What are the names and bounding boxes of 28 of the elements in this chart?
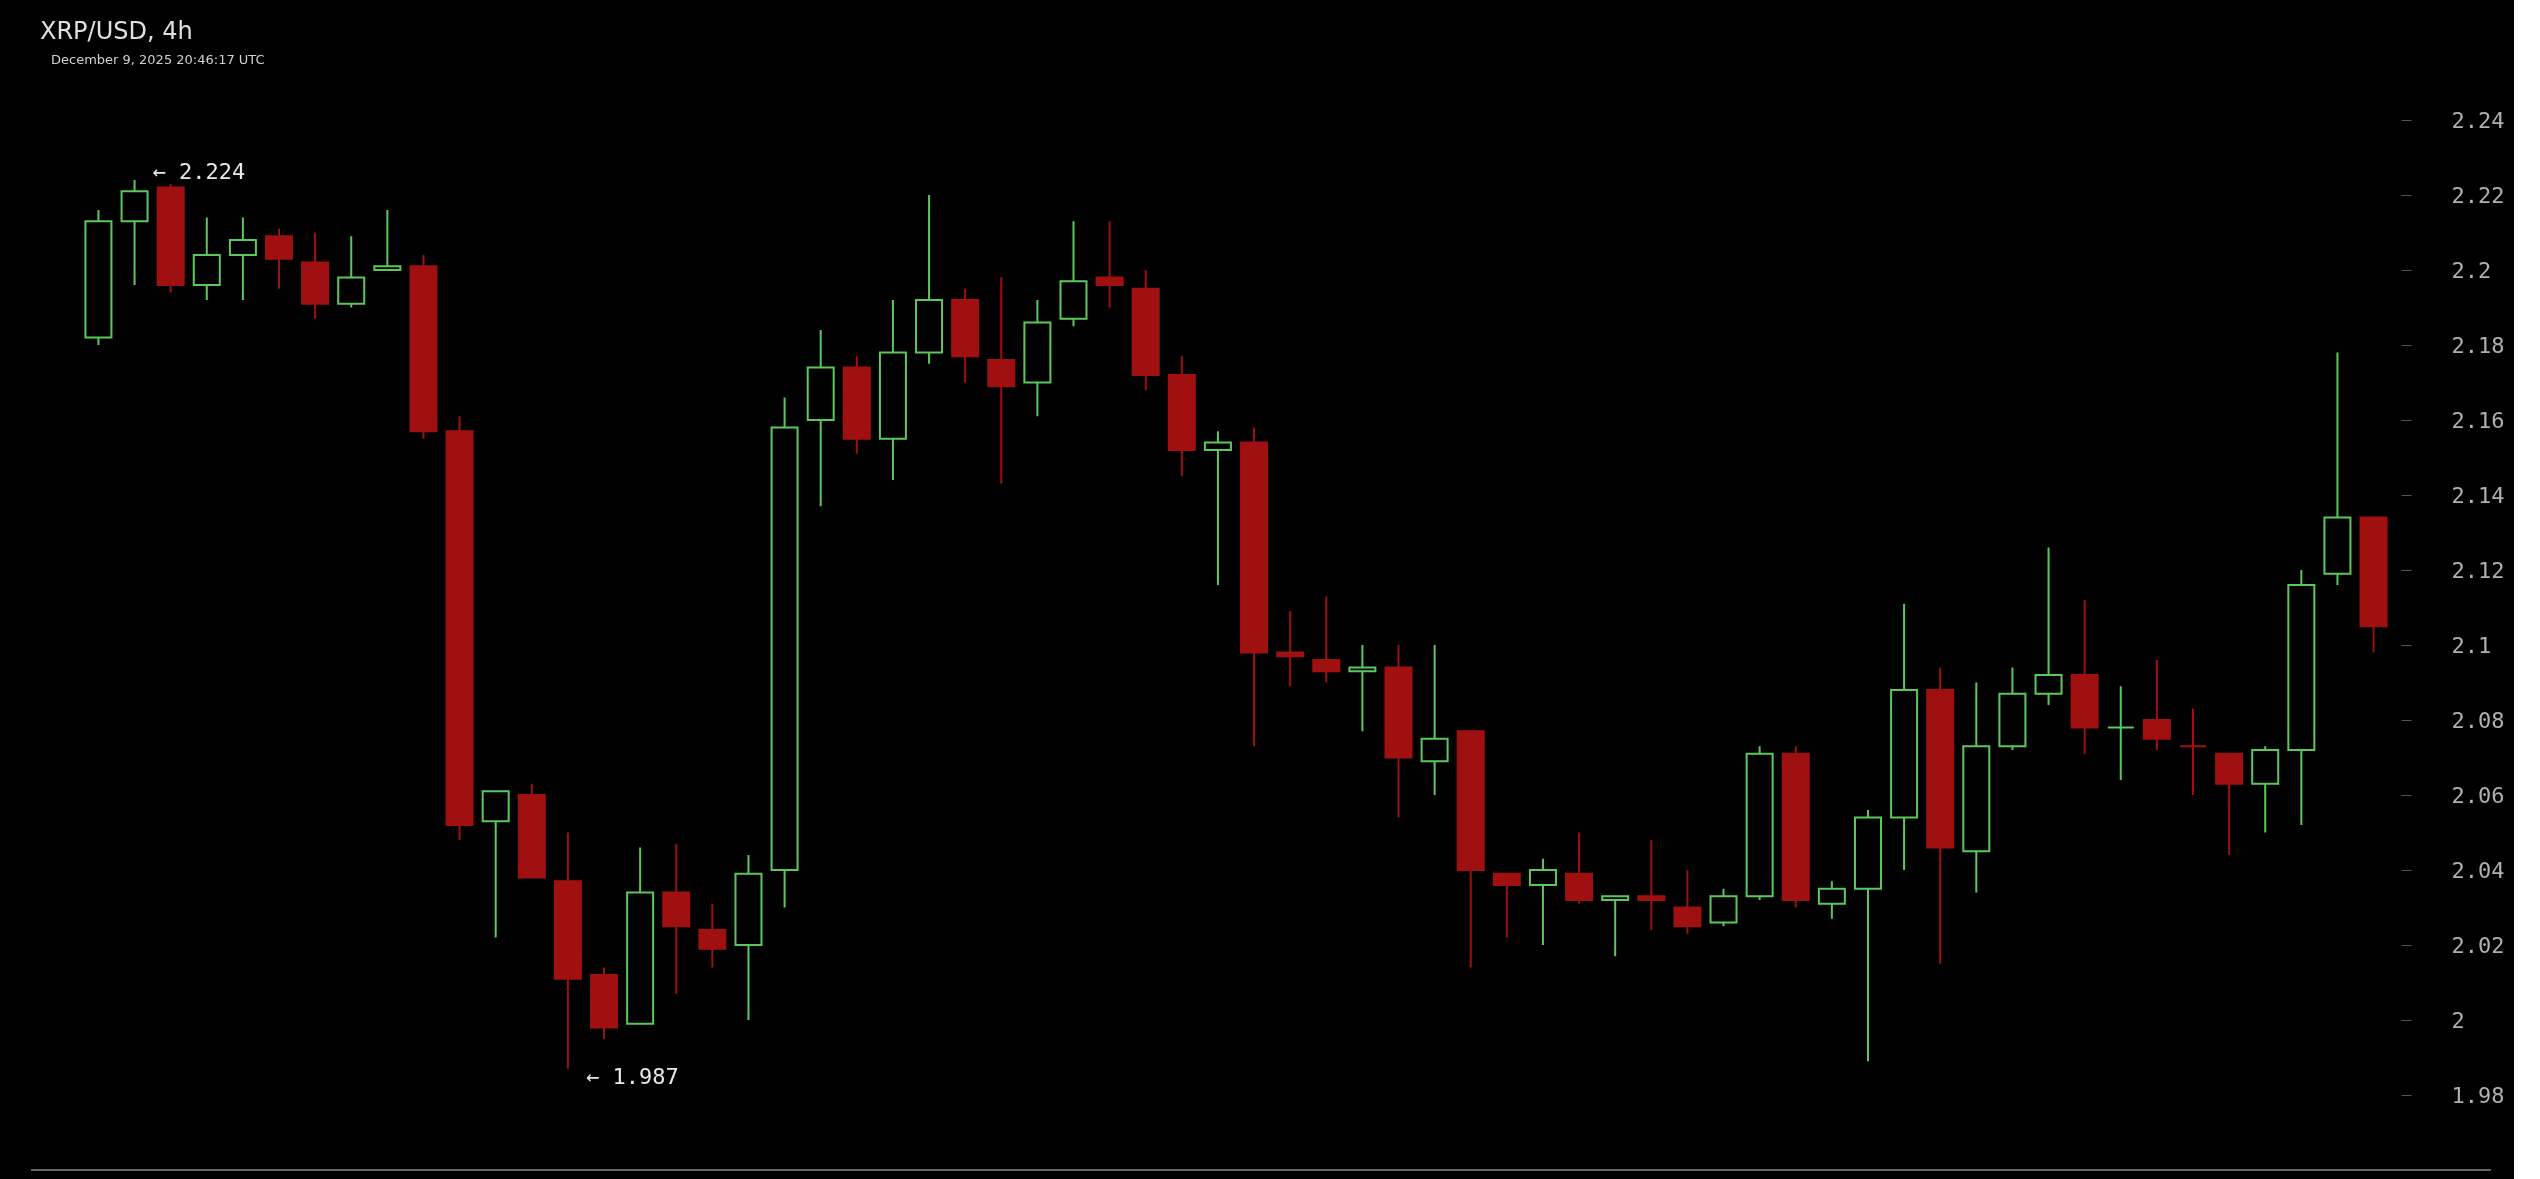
candlestick [373,209,402,271]
candlestick [2034,546,2063,706]
y-tick-label: 2.06 [2451,782,2505,808]
candlestick [987,276,1016,485]
y-tick-label: 2.18 [2451,332,2505,358]
candlestick [1203,430,1232,586]
candlestick [2106,685,2135,781]
candlestick [1095,220,1124,309]
candlestick [1312,595,1341,684]
annotation: ← 1.987 [585,1063,679,1089]
text: December 9, 2025 20:46:17 UTC [51,52,265,67]
annotation: ← 2.224 [152,159,246,184]
y-tick-label: 2.24 [2451,107,2505,133]
y-tick-label: 2.22 [2451,182,2505,208]
y-tick-label: 2.1 [2451,632,2492,658]
y-tick-label: 2.04 [2451,857,2505,883]
chart-title: XRP/USD, 4h [40,17,193,45]
y-tick-label: 2.14 [2451,482,2505,508]
y-tick-label: 2 [2451,1007,2465,1033]
y-tick-label: 2.02 [2451,932,2505,958]
candlestick [1637,839,1666,931]
candlestick [2178,707,2207,796]
y-tick-label: 2.12 [2451,557,2505,583]
y-tick-label: 2.16 [2451,407,2505,433]
y-tick-label: 2.2 [2451,257,2492,283]
y-tick-label: 2.08 [2451,707,2505,733]
candlestick [1601,895,1630,958]
y-tick-label: 1.98 [2451,1082,2505,1108]
